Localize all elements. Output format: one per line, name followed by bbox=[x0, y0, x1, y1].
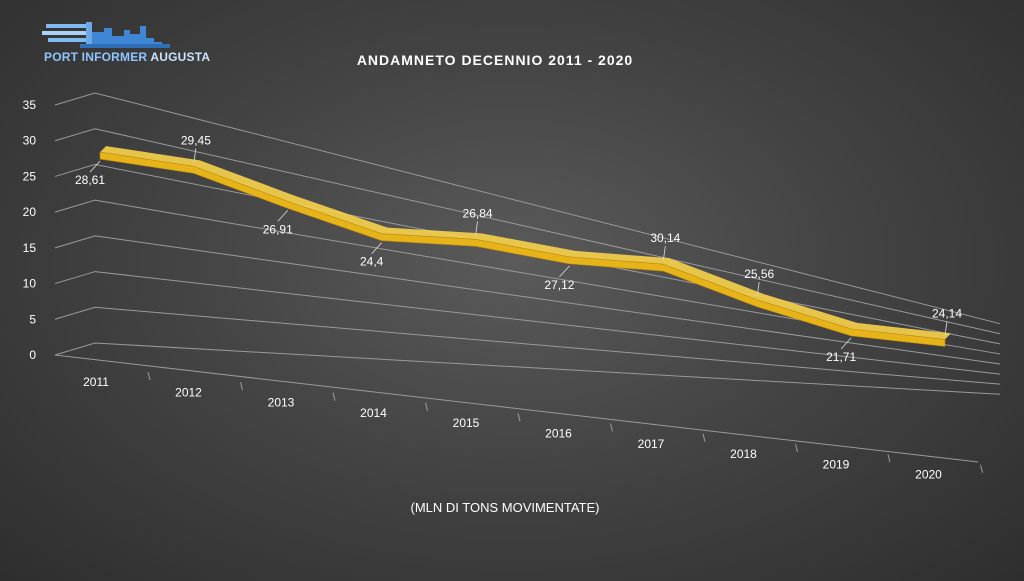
grid-line bbox=[54, 271, 1001, 375]
y-tick-label: 30 bbox=[23, 134, 37, 148]
x-tick-mark bbox=[702, 433, 706, 442]
y-tick-label: 0 bbox=[29, 348, 36, 362]
x-tick-label: 2016 bbox=[545, 427, 572, 441]
y-tick-label: 15 bbox=[23, 241, 37, 255]
data-label: 24,4 bbox=[360, 255, 384, 269]
data-label-leader bbox=[277, 210, 289, 222]
x-tick-mark bbox=[332, 392, 336, 401]
x-axis-baseline bbox=[54, 354, 979, 463]
grid-lines bbox=[54, 92, 1001, 463]
x-tick-mark bbox=[795, 443, 798, 453]
x-tick-mark bbox=[425, 402, 428, 412]
x-tick-mark bbox=[240, 382, 243, 391]
data-label: 24,14 bbox=[932, 306, 962, 320]
y-tick-label: 5 bbox=[29, 312, 36, 326]
data-label-leader bbox=[193, 148, 197, 163]
data-labels: 28,61 29,45 26,91 24,4 26,84 27,12 30,14 25,56 2… bbox=[75, 133, 962, 364]
series-ribbon-front bbox=[99, 151, 946, 347]
x-tick-mark bbox=[980, 464, 983, 473]
y-tick-label: 20 bbox=[23, 205, 37, 219]
data-label: 30,14 bbox=[650, 231, 680, 245]
data-label: 25,56 bbox=[744, 267, 774, 281]
chart-title: ANDAMNETO DECENNIO 2011 - 2020 bbox=[356, 52, 634, 68]
x-tick-label: 2012 bbox=[175, 385, 202, 399]
y-tick-label: 25 bbox=[23, 169, 37, 183]
grid-line bbox=[54, 235, 1001, 365]
x-axis-ticks: 2011 2012 2013 2014 2015 2016 2017 2018 2019 2020 bbox=[83, 371, 983, 482]
x-tick-mark bbox=[147, 371, 151, 381]
y-axis-ticks: 0 5 10 15 20 25 30 35 bbox=[23, 98, 37, 362]
grid-line bbox=[54, 128, 1001, 335]
x-axis-label: (MLN DI TONS MOVIMENTATE) bbox=[410, 500, 600, 515]
x-tick-label: 2014 bbox=[360, 406, 387, 420]
x-tick-mark bbox=[610, 423, 613, 432]
x-tick-mark bbox=[887, 454, 891, 463]
grid-line bbox=[54, 342, 1001, 395]
series-ribbon-top bbox=[100, 146, 951, 340]
x-tick-label: 2019 bbox=[823, 457, 850, 471]
data-label-leader bbox=[840, 337, 852, 350]
data-label: 21,71 bbox=[826, 350, 856, 364]
x-tick-label: 2013 bbox=[268, 396, 295, 410]
data-label: 28,61 bbox=[75, 173, 105, 187]
series-line bbox=[99, 146, 951, 347]
data-label-leader bbox=[756, 281, 760, 296]
x-tick-mark bbox=[517, 413, 521, 422]
x-tick-label: 2017 bbox=[638, 437, 665, 451]
data-label-leader bbox=[944, 321, 948, 336]
y-tick-label: 10 bbox=[23, 277, 37, 291]
x-tick-label: 2020 bbox=[915, 468, 942, 482]
data-label-leader bbox=[559, 265, 570, 278]
grid-line bbox=[54, 92, 1001, 325]
x-tick-label: 2011 bbox=[83, 375, 109, 389]
logo-text: PORT INFORMER AUGUSTA bbox=[44, 50, 211, 64]
x-tick-label: 2015 bbox=[453, 416, 480, 430]
data-label: 27,12 bbox=[544, 278, 574, 292]
y-tick-label: 35 bbox=[23, 98, 37, 112]
data-label: 29,45 bbox=[181, 133, 211, 147]
data-label-leader bbox=[662, 246, 666, 261]
grid-line bbox=[54, 306, 1001, 385]
data-label-leader bbox=[371, 242, 382, 254]
data-label: 26,84 bbox=[463, 206, 493, 220]
grid-line bbox=[54, 199, 1001, 355]
logo-icon bbox=[42, 22, 170, 48]
x-tick-label: 2018 bbox=[730, 447, 757, 461]
data-label-leader bbox=[475, 221, 478, 236]
data-label: 26,91 bbox=[263, 222, 293, 236]
data-label-leader bbox=[89, 160, 101, 173]
